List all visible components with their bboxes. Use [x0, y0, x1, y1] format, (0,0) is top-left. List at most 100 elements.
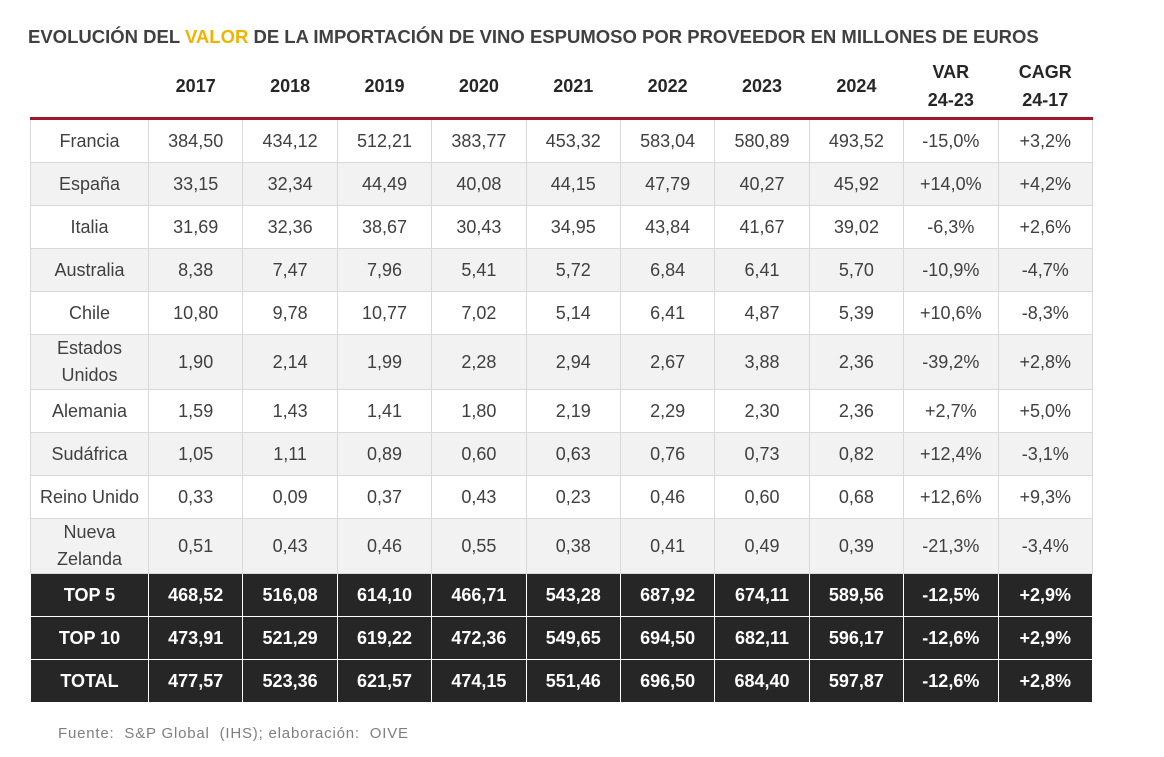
header-cell: 2024	[809, 55, 904, 120]
value-cell: 0,46	[619, 475, 716, 519]
value-cell: 0,37	[336, 475, 433, 519]
value-cell: 383,77	[431, 118, 527, 163]
value-cell: 5,72	[525, 248, 621, 292]
label-cell: Australia	[30, 248, 149, 292]
total-row: TOTAL 477,57 523,36 621,57 474,15 551,46 696,5…	[30, 659, 1094, 703]
header-cell: CAGR 24-17	[998, 55, 1093, 120]
value-cell: 4,87	[714, 291, 810, 335]
value-cell: 434,12	[242, 118, 338, 163]
value-cell: 0,89	[336, 432, 433, 476]
value-cell: 31,69	[147, 205, 244, 249]
value-cell: 34,95	[525, 205, 621, 249]
value-cell: +2,7%	[903, 389, 999, 433]
value-cell: 512,21	[336, 118, 433, 163]
value-cell: 477,57	[147, 659, 244, 703]
value-cell: 1,59	[147, 389, 244, 433]
header-row: 2017 2018 2019 2020 2021 2022 2023 2024 VAR 24-23…	[30, 55, 1093, 120]
value-cell: -8,3%	[997, 291, 1094, 335]
value-cell: 384,50	[147, 118, 244, 163]
value-cell: 0,68	[808, 475, 905, 519]
value-cell: 551,46	[525, 659, 621, 703]
value-cell: 0,76	[619, 432, 716, 476]
value-cell: 0,46	[336, 518, 433, 574]
value-cell: 0,43	[431, 475, 527, 519]
label-cell: Nueva Zelanda	[30, 518, 149, 574]
value-cell: 621,57	[336, 659, 433, 703]
value-cell: 682,11	[714, 616, 810, 660]
label-cell: Alemania	[30, 389, 149, 433]
header-text: 24-23	[927, 90, 974, 110]
value-cell: 7,96	[336, 248, 433, 292]
value-cell: -12,6%	[903, 616, 999, 660]
value-cell: 523,36	[242, 659, 338, 703]
header-text: VAR	[932, 62, 970, 82]
header-text: 2024	[836, 76, 877, 96]
value-cell: +4,2%	[997, 162, 1094, 206]
value-cell: -3,1%	[997, 432, 1094, 476]
value-cell: 40,08	[431, 162, 527, 206]
label-cell: Reino Unido	[30, 475, 149, 519]
value-cell: 0,63	[525, 432, 621, 476]
value-cell: 45,92	[808, 162, 905, 206]
value-cell: 474,15	[431, 659, 527, 703]
value-cell: 44,49	[336, 162, 433, 206]
title-part: VALOR	[184, 26, 249, 47]
value-cell: -10,9%	[903, 248, 999, 292]
value-cell: 472,36	[431, 616, 527, 660]
value-cell: -4,7%	[997, 248, 1094, 292]
data-row: Francia 384,50 434,12 512,21 383,77 453,32 583…	[30, 118, 1094, 163]
header-cell: 2018	[242, 55, 338, 120]
header-cell: 2020	[431, 55, 527, 120]
value-cell: 589,56	[808, 573, 905, 617]
data-row: Chile 10,80 9,78 10,77 7,02 5,14 6,41 4,87 5,39 +…	[30, 291, 1094, 335]
value-cell: 493,52	[808, 118, 905, 163]
header-cell: 2017	[148, 55, 243, 120]
value-cell: +12,6%	[903, 475, 999, 519]
value-cell: 473,91	[147, 616, 244, 660]
value-cell: +14,0%	[903, 162, 999, 206]
header-cell: VAR 24-23	[903, 55, 999, 120]
value-cell: 7,47	[242, 248, 338, 292]
value-cell: 40,27	[714, 162, 810, 206]
value-cell: 0,73	[714, 432, 810, 476]
value-cell: 38,67	[336, 205, 433, 249]
header-cell: 2019	[337, 55, 432, 120]
value-cell: 1,43	[242, 389, 338, 433]
value-cell: 9,78	[242, 291, 338, 335]
header-cell: 2022	[620, 55, 715, 120]
value-cell: 2,19	[525, 389, 621, 433]
value-cell: 2,67	[619, 334, 716, 390]
value-cell: 6,41	[619, 291, 716, 335]
title-part: EVOLUCIÓN DEL	[28, 26, 185, 47]
value-cell: 674,11	[714, 573, 810, 617]
value-cell: -15,0%	[903, 118, 999, 163]
value-cell: 2,30	[714, 389, 810, 433]
value-cell: 1,11	[242, 432, 338, 476]
value-cell: +10,6%	[903, 291, 999, 335]
value-cell: 0,23	[525, 475, 621, 519]
value-cell: 0,51	[147, 518, 244, 574]
value-cell: 0,60	[431, 432, 527, 476]
label-cell: Chile	[30, 291, 149, 335]
value-cell: 33,15	[147, 162, 244, 206]
value-cell: 1,05	[147, 432, 244, 476]
value-cell: 2,36	[808, 334, 905, 390]
value-cell: 32,34	[242, 162, 338, 206]
value-cell: 6,41	[714, 248, 810, 292]
value-cell: +5,0%	[997, 389, 1094, 433]
value-cell: +2,8%	[997, 659, 1094, 703]
value-cell: 5,14	[525, 291, 621, 335]
value-cell: +2,9%	[997, 616, 1094, 660]
total-row: TOP 5 468,52 516,08 614,10 466,71 543,28 687,9…	[30, 573, 1094, 617]
value-cell: 32,36	[242, 205, 338, 249]
data-row: España 33,15 32,34 44,49 40,08 44,15 47,79 40,2…	[30, 162, 1094, 206]
data-row: Sudáfrica 1,05 1,11 0,89 0,60 0,63 0,76 0,73 0,8…	[30, 432, 1094, 476]
value-cell: 694,50	[619, 616, 716, 660]
title: EVOLUCIÓN DEL VALOR DE LA IMPORTACIÓN DE…	[28, 26, 1039, 48]
value-cell: -3,4%	[997, 518, 1094, 574]
value-cell: +2,6%	[997, 205, 1094, 249]
header-text: 2022	[647, 76, 688, 96]
value-cell: 0,39	[808, 518, 905, 574]
header-text: 2019	[364, 76, 405, 96]
value-cell: 516,08	[242, 573, 338, 617]
